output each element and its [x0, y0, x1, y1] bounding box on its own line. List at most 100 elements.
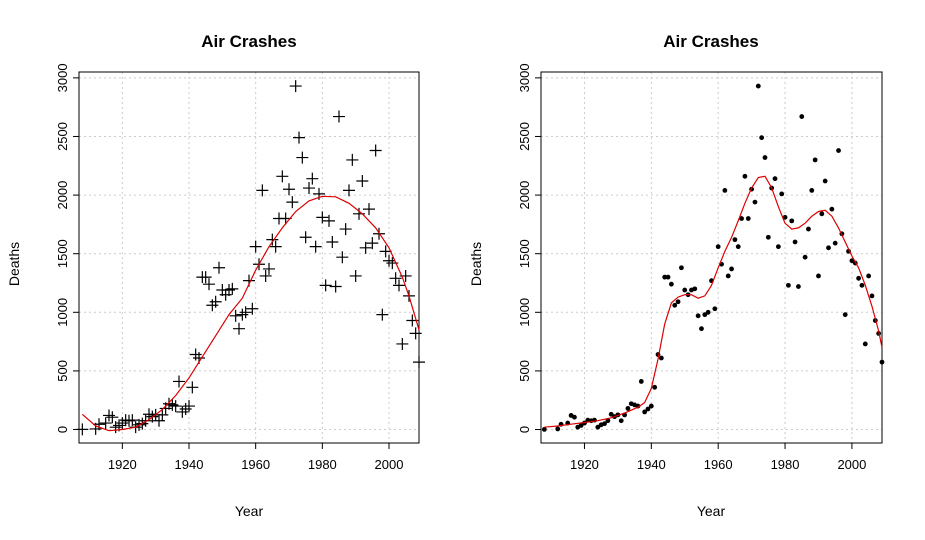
data-point: [742, 173, 748, 179]
data-point: [233, 322, 245, 335]
smooth-curve-left: [81, 195, 420, 432]
data-point: [249, 240, 262, 253]
data-point: [799, 114, 805, 119]
y-tick-label: 500: [55, 360, 70, 382]
data-point: [842, 312, 848, 318]
data-point: [333, 110, 345, 123]
data-point: [849, 258, 855, 264]
data-point: [306, 172, 319, 185]
data-point: [393, 279, 405, 292]
data-point: [541, 427, 547, 432]
data-point: [762, 155, 768, 160]
x-tick-label: 1940: [175, 457, 204, 472]
data-point: [183, 400, 195, 413]
y-tick-label: 1000: [517, 298, 532, 327]
data-point: [745, 216, 751, 221]
data-point: [116, 417, 129, 430]
data-point: [169, 400, 182, 413]
data-point: [779, 191, 785, 197]
data-point: [602, 421, 607, 427]
data-point: [336, 251, 349, 264]
y-tick-label: 3000: [517, 63, 532, 92]
data-point: [796, 284, 801, 289]
data-point: [226, 282, 239, 295]
data-point: [156, 408, 169, 421]
data-point: [346, 153, 359, 166]
data-point: [343, 184, 355, 197]
data-point: [309, 240, 322, 253]
x-tick-label: 2000: [375, 457, 404, 472]
data-point: [672, 302, 678, 308]
y-tick-label: 0: [55, 426, 70, 433]
data-point: [256, 184, 269, 197]
data-point: [869, 293, 875, 299]
data-point: [109, 421, 122, 434]
x-tick-label: 1960: [241, 457, 270, 472]
data-point: [396, 337, 409, 350]
data-point: [379, 245, 392, 258]
data-point: [755, 83, 761, 89]
data-point: [735, 244, 741, 250]
data-point: [303, 182, 315, 195]
data-point: [199, 271, 212, 284]
data-point: [203, 278, 215, 291]
x-axis-label-right: Year: [697, 503, 726, 519]
data-point: [802, 254, 808, 260]
data-point: [866, 273, 872, 279]
data-point: [862, 341, 868, 347]
data-point: [705, 309, 711, 315]
y-tick-label: 500: [517, 360, 532, 382]
data-point: [326, 235, 339, 248]
data-point: [356, 175, 369, 188]
chart-title-left: Air Crashes: [201, 32, 296, 51]
data-point: [702, 312, 708, 318]
data-point: [836, 148, 841, 153]
data-point: [319, 279, 332, 292]
data-point: [665, 274, 671, 280]
data-point: [638, 379, 644, 384]
data-point: [413, 356, 425, 369]
data-point: [339, 223, 352, 236]
data-point: [642, 409, 648, 415]
data-point: [832, 240, 838, 246]
data-point: [699, 326, 704, 332]
y-tick-label: 1500: [517, 239, 532, 268]
data-point: [389, 272, 402, 285]
data-point: [879, 359, 885, 365]
data-point: [349, 269, 362, 282]
data-point: [682, 287, 688, 293]
x-tick-label: 1920: [570, 457, 599, 472]
data-point: [106, 411, 119, 424]
data-point: [816, 273, 821, 279]
y-tick-label: 1500: [55, 239, 70, 268]
data-point: [759, 135, 765, 141]
data-point: [99, 417, 112, 430]
data-point: [618, 418, 624, 424]
y-tick-label: 2000: [517, 181, 532, 210]
data-point: [806, 226, 811, 232]
data-point: [692, 286, 698, 292]
data-point: [772, 176, 778, 182]
data-point: [206, 299, 219, 312]
data-point: [785, 282, 791, 288]
data-point: [246, 302, 259, 315]
data-point: [652, 384, 658, 390]
data-point: [359, 241, 372, 254]
data-point: [369, 144, 382, 157]
data-point: [276, 170, 289, 183]
data-point: [289, 80, 302, 93]
data-point: [173, 375, 185, 388]
data-point: [293, 131, 305, 144]
data-point: [729, 266, 734, 272]
y-tick-label: 2000: [55, 181, 70, 210]
data-point: [662, 274, 668, 280]
data-point: [286, 196, 299, 209]
data-point: [608, 411, 614, 417]
data-point: [223, 284, 235, 297]
data-point: [263, 262, 275, 275]
data-point: [819, 211, 825, 217]
x-tick-label: 1940: [637, 457, 666, 472]
data-point: [186, 381, 199, 394]
data-point: [645, 406, 651, 412]
data-point: [366, 237, 379, 250]
